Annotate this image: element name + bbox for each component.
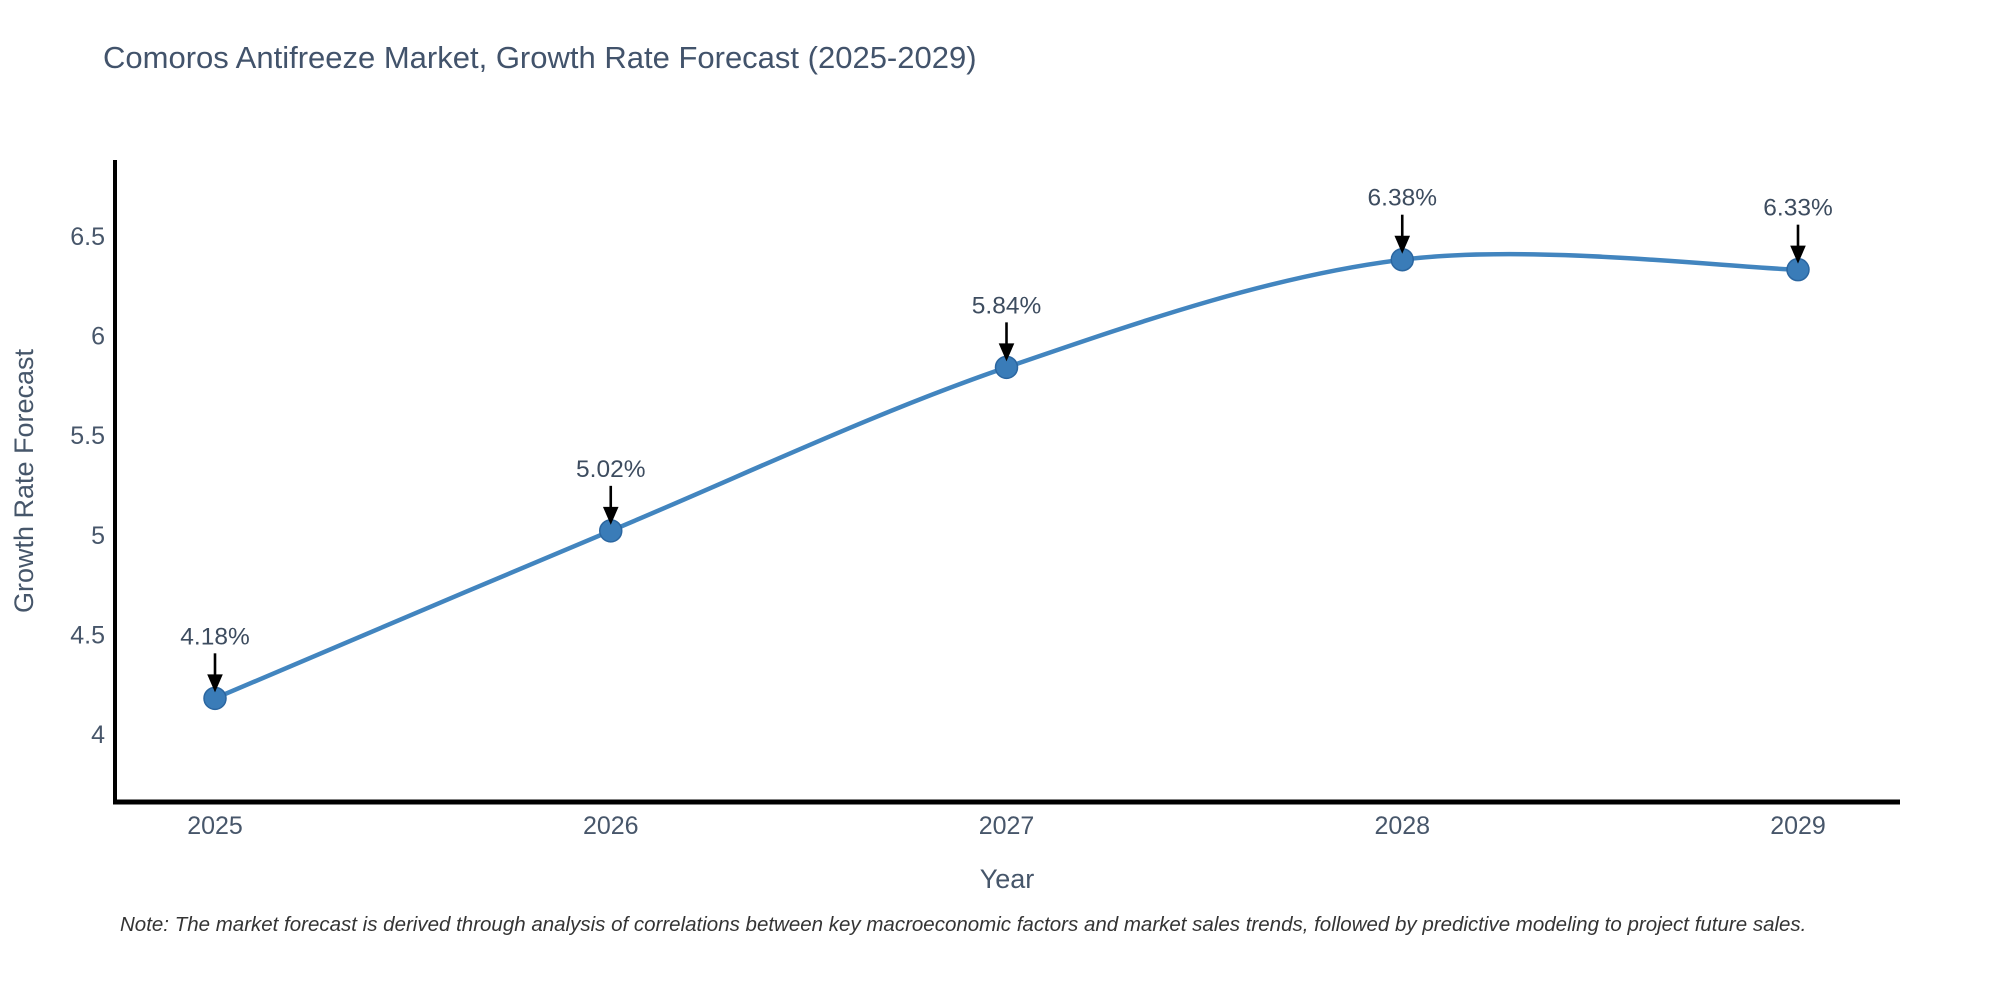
annotation-label-2025: 4.18% (180, 623, 249, 650)
annotation-2026: 5.02% (576, 456, 645, 525)
y-tick-label-6: 6 (91, 322, 105, 350)
y-tick-label-4: 4 (91, 721, 105, 749)
annotation-2025: 4.18% (180, 623, 250, 693)
annotation-label-2027: 5.84% (972, 292, 1041, 319)
annotation-label-2026: 5.02% (576, 456, 645, 483)
y-axis-title: Growth Rate Forecast (9, 348, 39, 613)
series-growth-rate (203, 247, 1810, 711)
y-tick-label-5: 5 (91, 522, 105, 550)
annotation-2029: 6.33% (1763, 195, 1833, 264)
x-tick-label-2029: 2029 (1770, 812, 1826, 840)
annotations: 4.18% 5.02% 5.84% 6.38% 6.33% (180, 185, 1833, 693)
annotation-arrow-head (998, 343, 1015, 362)
annotation-arrow-head (1394, 235, 1411, 254)
annotation-label-2029: 6.33% (1763, 195, 1832, 222)
annotation-2028: 6.38% (1368, 185, 1437, 254)
y-tick-label-5.5: 5.5 (70, 422, 105, 450)
axes (113, 160, 1900, 805)
y-tick-label-4.5: 4.5 (70, 622, 105, 650)
tick-labels: 4 4.5 5 5.5 6 6.5 2025 2026 2027 2028 2029 (70, 223, 1826, 840)
annotation-2027: 5.84% (972, 292, 1041, 362)
y-tick-label-6.5: 6.5 (70, 223, 105, 251)
x-tick-label-2025: 2025 (187, 812, 243, 840)
chart-title: Comoros Antifreeze Market, Growth Rate F… (103, 40, 977, 75)
x-axis-title: Year (980, 864, 1035, 894)
footnote: Note: The market forecast is derived thr… (120, 913, 1806, 936)
annotation-arrow-head (207, 674, 223, 693)
annotation-arrow-head (1790, 245, 1806, 264)
x-tick-label-2026: 2026 (583, 812, 639, 840)
x-tick-label-2027: 2027 (979, 812, 1035, 840)
annotation-arrow-head (602, 506, 619, 525)
x-tick-label-2028: 2028 (1374, 812, 1430, 840)
growth-rate-line (212, 251, 1801, 701)
annotation-label-2028: 6.38% (1368, 185, 1437, 212)
